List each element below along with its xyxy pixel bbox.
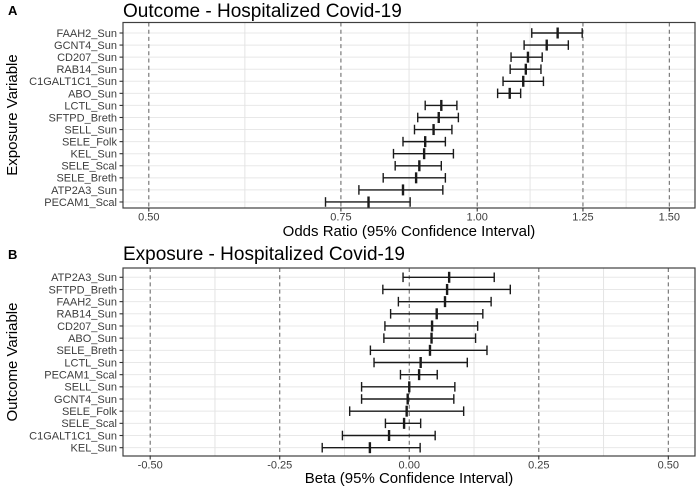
x-axis: 0.50 0.75 1.00 1.25 1.50 [138,208,680,224]
y-tick-label: FAAH2_Sun [56,297,117,309]
x-tick-label: 0.50 [138,212,159,224]
y-tick-label: ABO_Sun [68,333,117,345]
x-tick-label: 1.00 [467,212,488,224]
panel-a: 0.50 0.75 1.00 1.25 1.50 FAAH2_SunGCNT4_SunCD… [29,21,696,224]
y-tick-label: ATP2A3_Sun [51,272,117,284]
y-tick-label: SELE_Scal [61,418,117,430]
errorbar-KEL_Sun [321,442,421,454]
x-tick-label: 1.25 [572,212,593,224]
errorbar-LCTL_Sun [373,356,468,368]
y-tick-label: SELE_Breth [56,345,117,357]
y-tick-label: SELL_Sun [64,382,117,394]
errorbar-SFTPD_Breth [417,111,460,123]
panel-b-tag: B [8,247,18,262]
errorbar-RAB14_Sun [389,308,484,320]
y-tick-label: CD207_Sun [57,321,117,333]
y-tick-label: SFTPD_Breth [49,112,117,124]
errorbar-SELE_Scal [384,417,422,429]
errorbar-SELE_Breth [382,172,447,184]
panel-b-title: Exposure - Hospitalized Covid-19 [123,244,405,265]
y-tick-label: SELL_Sun [64,124,117,136]
y-tick-label: SELE_Folk [62,406,118,418]
errorbar-RAB14_Sun [509,63,542,75]
panel-b-y-axis-title: Outcome Variable [4,302,21,422]
minor-gridlines [214,268,605,456]
errorbar-ABO_Sun [383,332,477,344]
y-tick-label: RAB14_Sun [56,309,117,321]
y-tick-label: PECAM1_Scal [44,197,117,209]
errorbar-SELL_Sun [360,381,456,393]
y-tick-label: SELE_Breth [56,173,117,185]
errorbar-GCNT4_Sun [360,393,455,405]
errorbar-C1GALT1C1_Sun [502,75,545,87]
errorbar-FAAH2_Sun [397,296,492,308]
errorbar-FAAH2_Sun [531,27,583,39]
x-tick-label: 0.50 [658,460,679,472]
y-tick-label: GCNT4_Sun [54,394,117,406]
y-tick-label: FAAH2_Sun [56,28,117,40]
x-tick-label: -0.25 [267,460,292,472]
panel-b-x-axis-title: Beta (95% Confidence Interval) [304,470,514,487]
x-tick-label: 0.00 [399,460,420,472]
errorbar-KEL_Sun [392,148,455,160]
panel-border [122,21,696,209]
panel-a-y-axis-title: Exposure Variable [4,54,21,176]
errorbar-CD207_Sun [384,320,479,332]
y-tick-label: KEL_Sun [71,443,117,455]
x-axis: -0.50 -0.25 0.00 0.25 0.50 [138,456,679,472]
panel-a-title: Outcome - Hospitalized Covid-19 [123,1,402,22]
errorbar-SELE_Scal [394,160,443,172]
errorbar-SELE_Folk [348,405,465,417]
errorbar-CD207_Sun [510,51,543,63]
x-tick-label: 1.50 [659,212,680,224]
major-gridlines [148,22,670,208]
panel-a-tag: A [8,3,18,18]
errorbar-GCNT4_Sun [523,39,570,51]
errorbar-SELE_Folk [402,136,447,148]
y-tick-label: C1GALT1C1_Sun [29,76,117,88]
errorbar-ATP2A3_Sun [402,271,495,283]
y-tick-label: GCNT4_Sun [54,40,117,52]
errorbar-C1GALT1C1_Sun [341,430,436,442]
error-bars [324,27,583,208]
y-tick-label: LCTL_Sun [64,100,117,112]
y-tick-label: C1GALT1C1_Sun [29,430,117,442]
y-tick-label: SELE_Folk [62,137,118,149]
y-tick-label: ABO_Sun [68,88,117,100]
errorbar-ATP2A3_Sun [358,184,444,196]
y-tick-label: KEL_Sun [71,149,117,161]
y-tick-label: ATP2A3_Sun [51,185,117,197]
y-tick-label: PECAM1_Scal [44,370,117,382]
x-tick-label: 0.25 [528,460,549,472]
y-tick-label: LCTL_Sun [64,357,117,369]
y-axis: ATP2A3_SunSFTPD_BrethFAAH2_SunRAB14_SunC… [29,272,123,455]
x-tick-label: -0.50 [138,460,163,472]
errorbar-PECAM1_Scal [399,369,438,381]
errorbar-SFTPD_Breth [382,283,511,295]
panel-b: -0.50 -0.25 0.00 0.25 0.50 ATP2A3_SunSFTPD_Br… [29,267,696,472]
minor-gridlines [244,22,627,208]
x-tick-label: 0.75 [330,212,351,224]
y-tick-label: SELE_Scal [61,161,117,173]
errorbar-PECAM1_Scal [324,196,411,208]
y-axis: FAAH2_SunGCNT4_SunCD207_SunRAB14_SunC1GA… [29,28,123,209]
errorbar-LCTL_Sun [424,99,458,111]
y-tick-label: SFTPD_Breth [49,284,117,296]
errorbar-ABO_Sun [496,87,522,99]
panel-a-x-axis-title: Odds Ratio (95% Confidence Interval) [282,223,536,240]
errorbar-SELL_Sun [413,124,453,136]
y-tick-label: RAB14_Sun [56,64,117,76]
errorbar-SELE_Breth [369,344,488,356]
y-tick-label: CD207_Sun [57,52,117,64]
error-bars [321,271,511,454]
